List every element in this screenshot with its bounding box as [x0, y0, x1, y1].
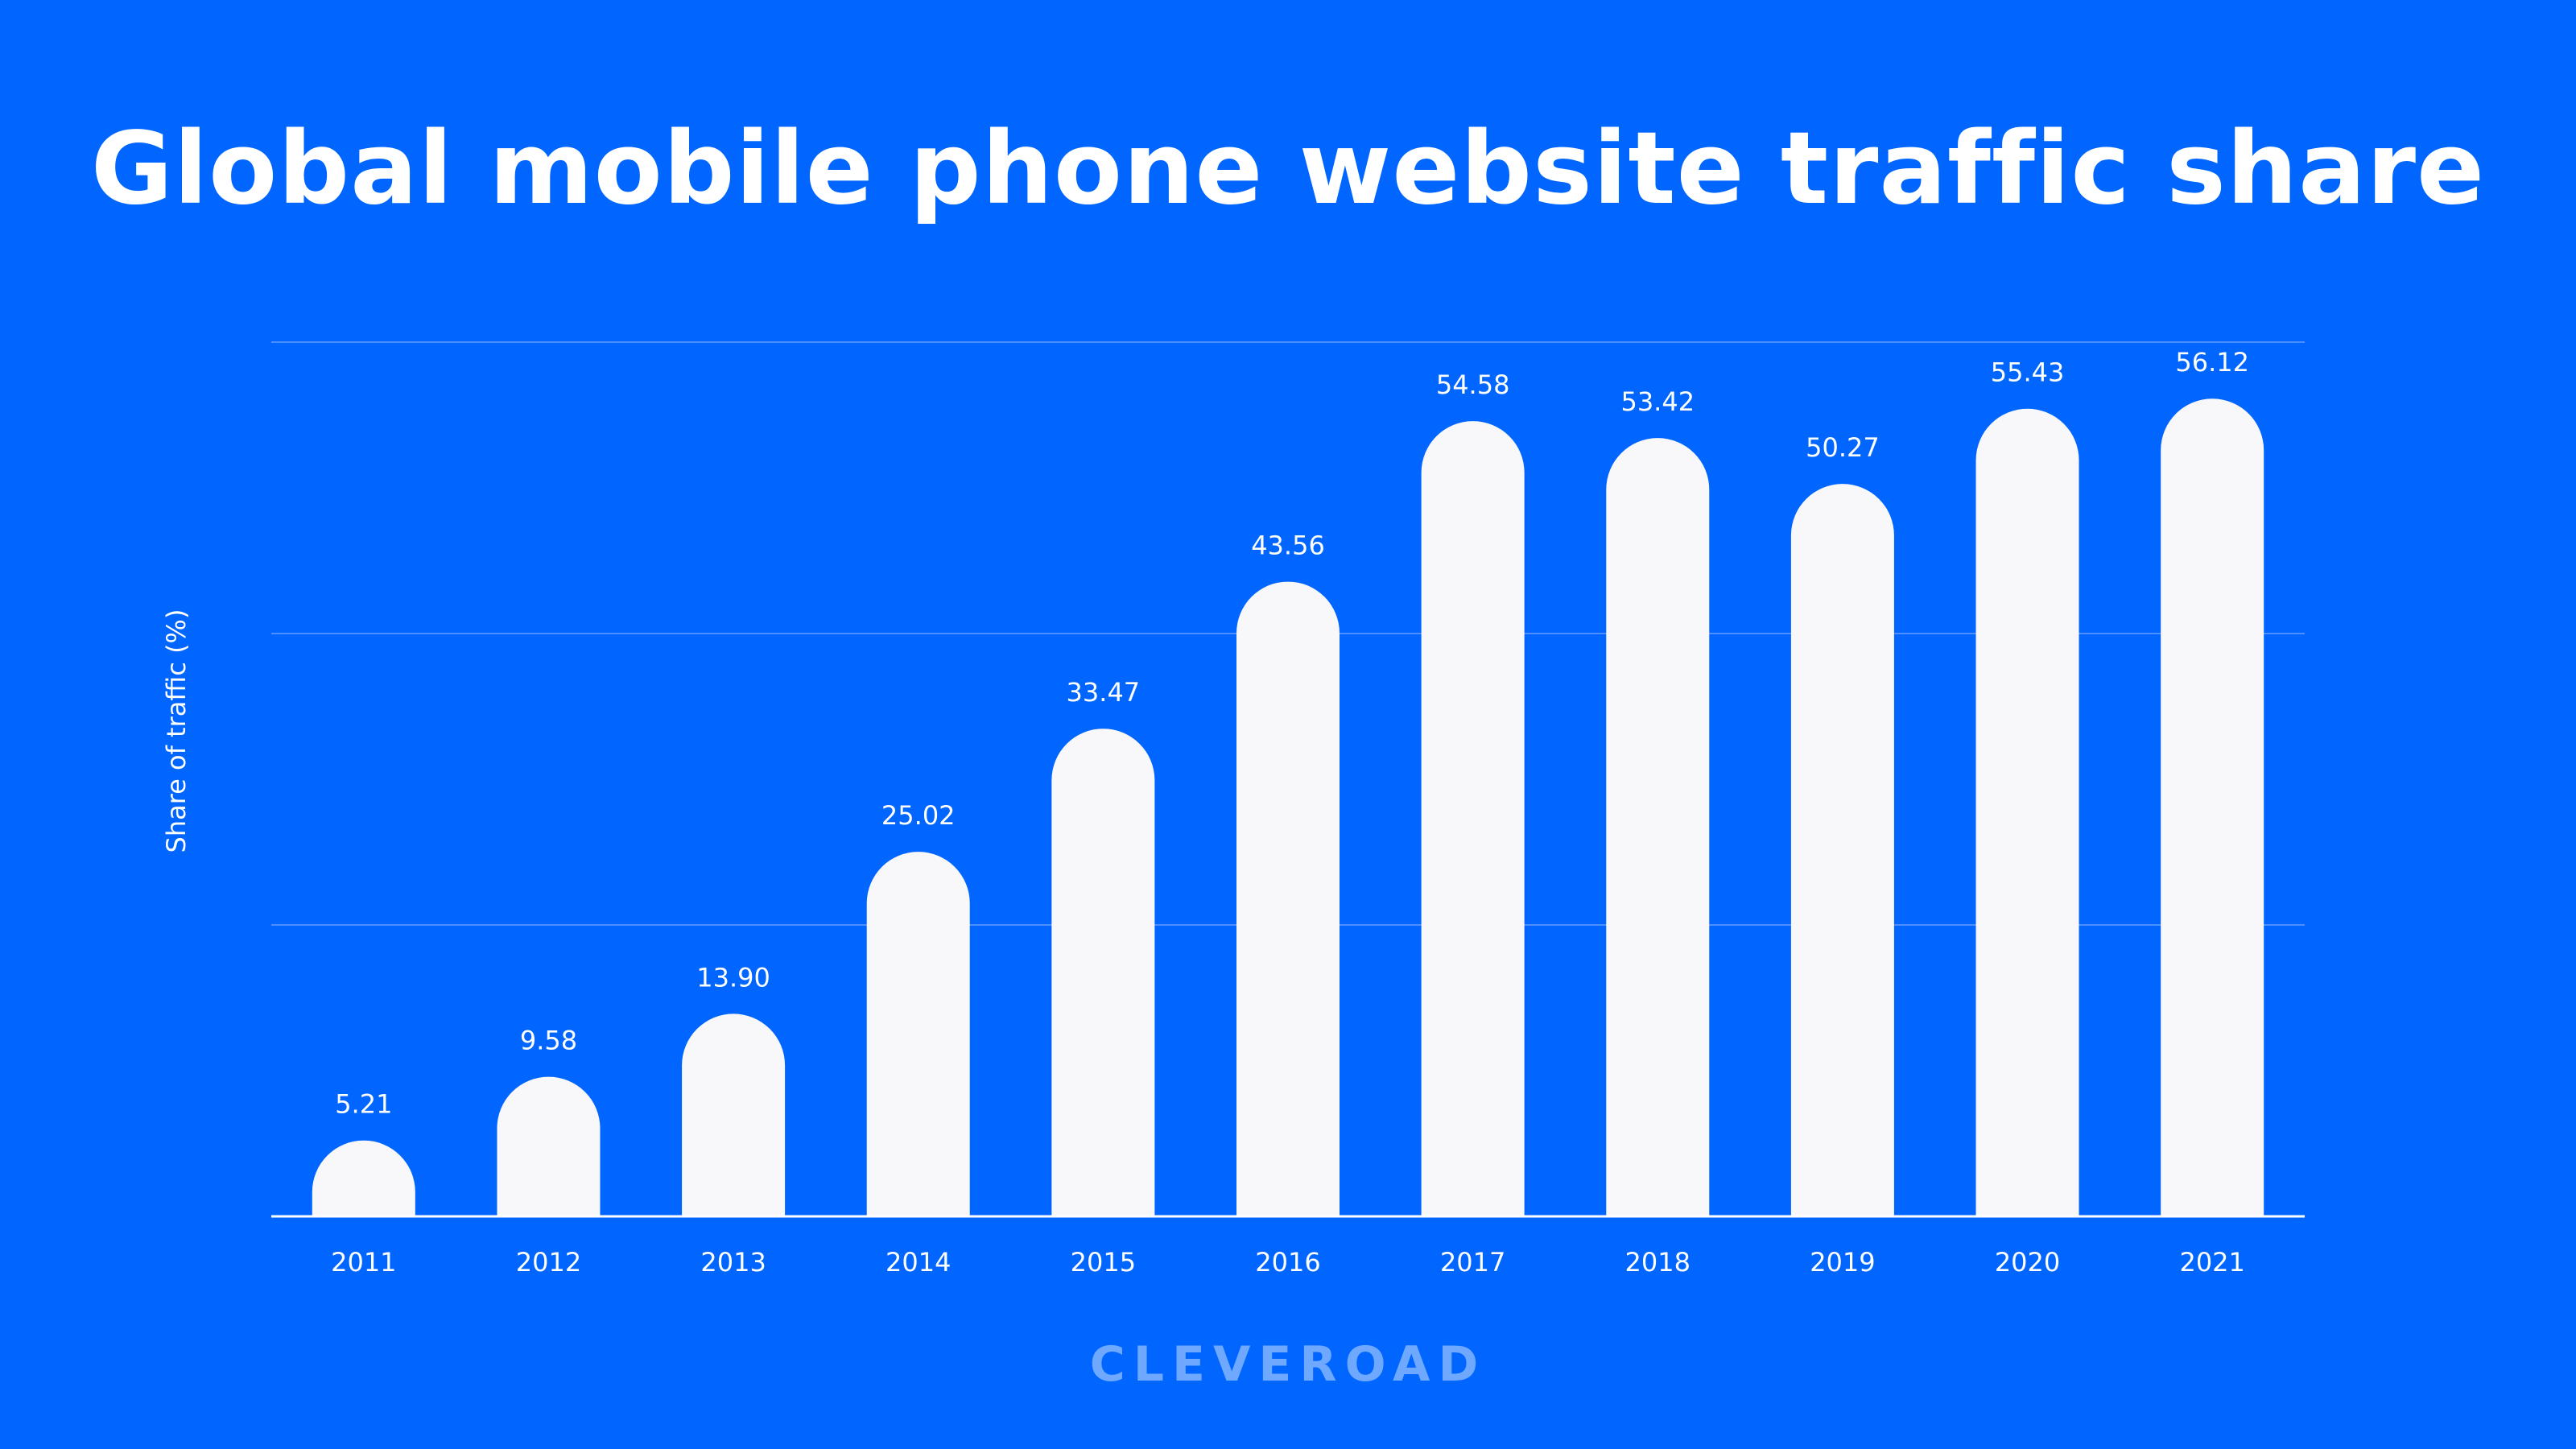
data-label-2012: 9.58	[520, 1026, 577, 1056]
data-label-2019: 50.27	[1806, 432, 1880, 463]
bar-2021	[2161, 398, 2264, 1216]
cleveroad-logo: CLEVEROAD	[1089, 1336, 1487, 1393]
y-axis-label: Share of traffic (%)	[161, 609, 192, 853]
chart-title: Global mobile phone website traffic shar…	[90, 111, 2486, 227]
x-tick-label-2012: 2012	[516, 1247, 581, 1278]
bar-2017	[1421, 421, 1525, 1216]
x-tick-label-2014: 2014	[886, 1247, 951, 1278]
data-label-2016: 43.56	[1251, 530, 1325, 561]
x-tick-label-2019: 2019	[1810, 1247, 1875, 1278]
data-label-2020: 55.43	[1991, 357, 2065, 388]
bar-2014	[866, 852, 970, 1216]
x-tick-label-2013: 2013	[700, 1247, 766, 1278]
bar-2020	[1975, 408, 2079, 1216]
data-label-2017: 54.58	[1436, 369, 1510, 400]
x-tick-label-2017: 2017	[1440, 1247, 1505, 1278]
data-label-2013: 13.90	[696, 962, 770, 993]
data-label-2021: 56.12	[2175, 347, 2249, 378]
bar-2016	[1236, 581, 1340, 1216]
bar-2018	[1606, 438, 1710, 1216]
x-tick-label-2020: 2020	[1995, 1247, 2060, 1278]
bar-2015	[1051, 729, 1155, 1216]
bar-2013	[682, 1013, 786, 1216]
x-tick-label-2015: 2015	[1071, 1247, 1136, 1278]
data-label-2014: 25.02	[881, 800, 956, 831]
x-tick-label-2016: 2016	[1255, 1247, 1320, 1278]
x-tick-labels: 2011 2012 2013 2014 2015 2016 2017 2018 2019 2020…	[331, 1247, 2245, 1278]
bar-2019	[1790, 484, 1894, 1216]
data-labels: 5.21 9.58 13.90 25.02 33.47 43.56 54.58 53.42 50…	[335, 347, 2249, 1119]
bars	[312, 398, 2264, 1216]
data-label-2015: 33.47	[1067, 677, 1141, 708]
bar-2012	[497, 1076, 601, 1216]
x-tick-label-2021: 2021	[2179, 1247, 2244, 1278]
bar-2011	[312, 1140, 415, 1216]
data-label-2011: 5.21	[335, 1089, 392, 1120]
data-label-2018: 53.42	[1620, 386, 1695, 417]
x-tick-label-2018: 2018	[1625, 1247, 1690, 1278]
x-tick-label-2011: 2011	[331, 1247, 396, 1278]
